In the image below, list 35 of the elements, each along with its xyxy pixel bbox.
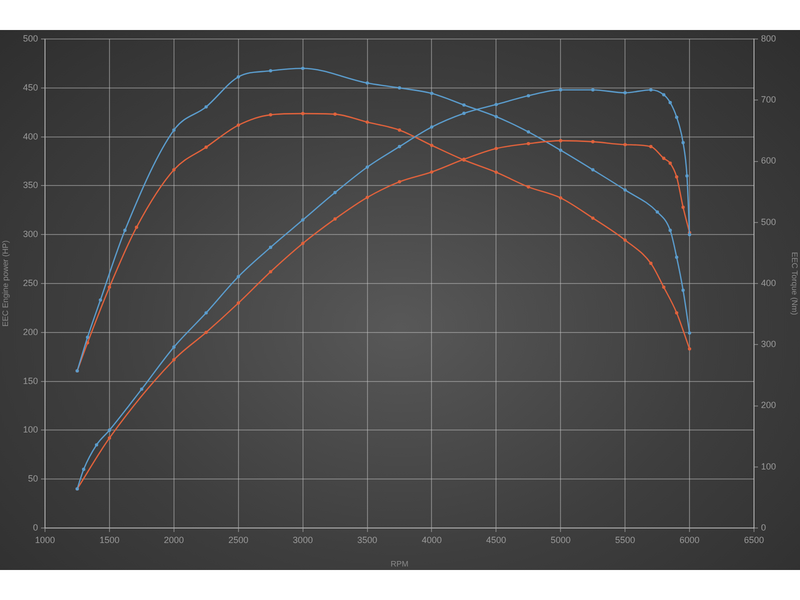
x-tick-label: 6500 [744,534,764,545]
x-tick-label: 5500 [615,534,636,545]
y2-tick-label: 500 [761,216,776,227]
x-tick-label: 2500 [228,534,248,545]
y2-axis-title: EEC Torque (Nm) [790,252,799,316]
y-tick-label: 450 [22,82,38,92]
x-tick-label: 3500 [357,534,378,545]
y-tick-label: 100 [22,424,38,435]
y2-tick-label: 200 [761,400,776,410]
y2-tick-label: 0 [761,522,766,532]
x-tick-label: 4000 [422,534,442,545]
y2-tick-label: 600 [761,156,776,166]
x-tick-label: 5000 [550,534,571,545]
y2-tick-label: 700 [761,94,776,105]
y-axis-title: EEC Engine power (HP) [1,240,10,327]
y2-tick-label: 400 [761,278,776,288]
y-tick-label: 350 [22,180,38,190]
x-tick-label: 6000 [680,534,700,545]
y2-tick-label: 800 [761,33,776,44]
y-tick-label: 250 [22,278,38,288]
x-tick-label: 3000 [292,534,313,545]
y-tick-label: 50 [28,474,38,484]
y-tick-label: 300 [22,229,38,240]
y-tick-label: 400 [22,131,38,142]
x-tick-label: 1500 [99,534,120,545]
y-tick-label: 0 [32,522,38,532]
x-axis-title: RPM [390,559,409,568]
y-tick-label: 500 [22,33,38,44]
y-tick-label: 150 [22,376,38,386]
x-tick-label: 1000 [34,534,56,545]
x-tick-label: 4500 [486,534,506,545]
y2-tick-label: 100 [761,461,776,472]
y-tick-label: 200 [22,326,38,337]
y2-tick-label: 300 [761,339,776,350]
x-tick-label: 2000 [164,534,184,545]
